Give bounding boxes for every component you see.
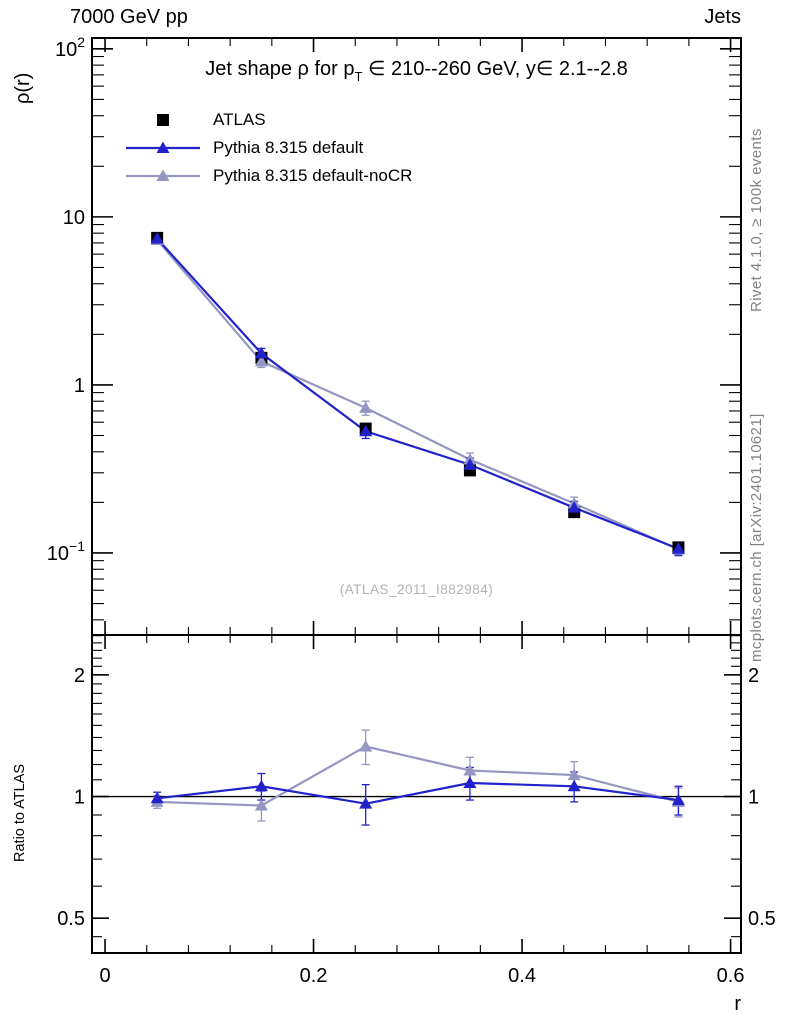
legend-square	[157, 114, 169, 126]
series-line-pythia-8-315-default-nocr	[157, 745, 679, 807]
ratio-y-tick-label-right: 0.5	[748, 908, 776, 930]
triangle-marker	[359, 424, 373, 437]
legend-item-atlas: ATLAS	[122, 106, 412, 134]
triangle-marker	[671, 793, 685, 806]
markers-pythia-8-315-default-nocr	[150, 233, 685, 555]
ratio-axis-label: Ratio to ATLAS	[12, 763, 28, 862]
beam-energy-header: 7000 GeV pp	[70, 6, 188, 28]
legend-triangle	[156, 169, 170, 181]
ratio-panel-frame	[91, 634, 742, 954]
legend-label-pythia-default-nocr: Pythia 8.315 default-noCR	[213, 166, 413, 185]
triangle-line-marker-icon	[126, 141, 200, 153]
triangle-marker	[567, 501, 581, 513]
error-bars-atlas	[153, 234, 683, 553]
mcplots-arxiv-note: mcplots.cern.ch [arXiv:2401.10621]	[748, 413, 765, 662]
series-line-pythia-8-315-default-nocr	[156, 239, 679, 551]
legend: ATLAS Pythia 8.315 default Pythia 8.315 …	[122, 106, 412, 190]
x-tick-label: 0.4	[508, 965, 536, 987]
main-y-tick-label: 1	[74, 375, 85, 397]
x-tick-label: 0.6	[717, 965, 745, 987]
axis-tick-labels: 102 10 1 10−1 2 2 1 1 0.5 0.5 0 0.2 0.4 0.6 r	[47, 34, 776, 1015]
plot-title-part2: ∈ 210--260 GeV, y∈ 2.1--2.8	[362, 58, 628, 80]
plot-title: Jet shape ρ for pT ∈ 210--260 GeV, y∈ 2.…	[92, 56, 741, 84]
series-line-pythia-8-315-default	[156, 237, 679, 550]
triangle-marker	[567, 768, 581, 781]
analysis-id-watermark: (ATLAS_2011_I882984)	[339, 582, 494, 597]
series-line-pythia-8-315-default	[157, 781, 679, 805]
plot-title-subscript: T	[354, 69, 363, 84]
ratio-y-tick-label-left: 2	[74, 665, 85, 687]
main-y-tick-label: 10−1	[47, 538, 85, 565]
triangle-marker	[254, 346, 268, 359]
x-axis-name: r	[734, 993, 741, 1015]
triangle-marker	[254, 354, 268, 367]
ratio-y-tick-label-left: 0.5	[57, 908, 85, 930]
error-bars-pythia-8-315-default-nocr	[153, 236, 683, 557]
markers-atlas	[151, 231, 685, 554]
markers-pythia-8-315-default-nocr	[150, 739, 685, 811]
triangle-marker	[150, 791, 164, 804]
legend-item-pythia-default: Pythia 8.315 default	[122, 134, 412, 162]
square-marker-icon	[157, 114, 169, 126]
ratio-y-tick-label-right: 1	[748, 787, 759, 809]
analysis-group-header: Jets	[704, 6, 741, 28]
triangle-marker	[254, 799, 268, 811]
triangle-marker	[463, 776, 477, 789]
triangle-marker	[359, 401, 373, 413]
legend-label-pythia-default: Pythia 8.315 default	[213, 138, 364, 157]
error-bars-pythia-8-315-default-nocr	[153, 729, 683, 822]
legend-label-atlas: ATLAS	[213, 110, 266, 129]
x-tick-label: 0.2	[300, 965, 328, 987]
main-y-tick-label: 10	[63, 207, 85, 229]
triangle-marker	[463, 458, 477, 470]
main-y-tick-label: 102	[55, 34, 85, 61]
triangle-line-marker-icon	[126, 169, 200, 181]
triangle-marker	[671, 542, 685, 554]
y-axis-label: ρ(r)	[12, 72, 34, 104]
rivet-version-note: Rivet 4.1.0, ≥ 100k events	[748, 128, 765, 312]
ratio-y-tick-label-left: 1	[74, 787, 85, 809]
error-bars-pythia-8-315-default	[153, 235, 683, 556]
plot-title-part1: Jet shape ρ for p	[205, 58, 355, 80]
triangle-marker	[463, 763, 477, 776]
triangle-marker	[359, 739, 373, 752]
markers-pythia-8-315-default	[150, 232, 685, 554]
markers-pythia-8-315-default	[150, 776, 685, 809]
x-tick-label: 0	[99, 965, 110, 987]
triangle-marker	[359, 797, 373, 809]
legend-item-pythia-default-nocr: Pythia 8.315 default-noCR	[122, 162, 412, 190]
ratio-y-tick-label-right: 2	[748, 665, 759, 687]
triangle-marker	[567, 779, 581, 792]
triangle-marker	[150, 232, 164, 244]
legend-triangle	[156, 141, 170, 153]
triangle-marker	[254, 779, 268, 792]
